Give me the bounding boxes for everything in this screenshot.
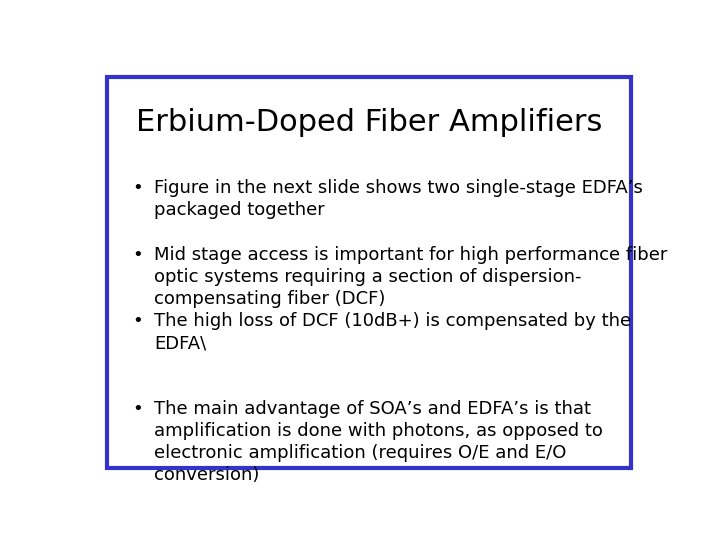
FancyBboxPatch shape — [107, 77, 631, 468]
Text: Erbium-Doped Fiber Amplifiers: Erbium-Doped Fiber Amplifiers — [136, 109, 602, 138]
Text: The high loss of DCF (10dB+) is compensated by the
EDFA\: The high loss of DCF (10dB+) is compensa… — [154, 312, 631, 353]
Text: •: • — [132, 312, 143, 330]
Text: •: • — [132, 179, 143, 197]
Text: The main advantage of SOA’s and EDFA’s is that
amplification is done with photon: The main advantage of SOA’s and EDFA’s i… — [154, 400, 603, 484]
Text: •: • — [132, 400, 143, 417]
Text: Mid stage access is important for high performance fiber
optic systems requiring: Mid stage access is important for high p… — [154, 246, 667, 308]
Text: Figure in the next slide shows two single-stage EDFA’s
packaged together: Figure in the next slide shows two singl… — [154, 179, 643, 219]
Text: •: • — [132, 246, 143, 264]
